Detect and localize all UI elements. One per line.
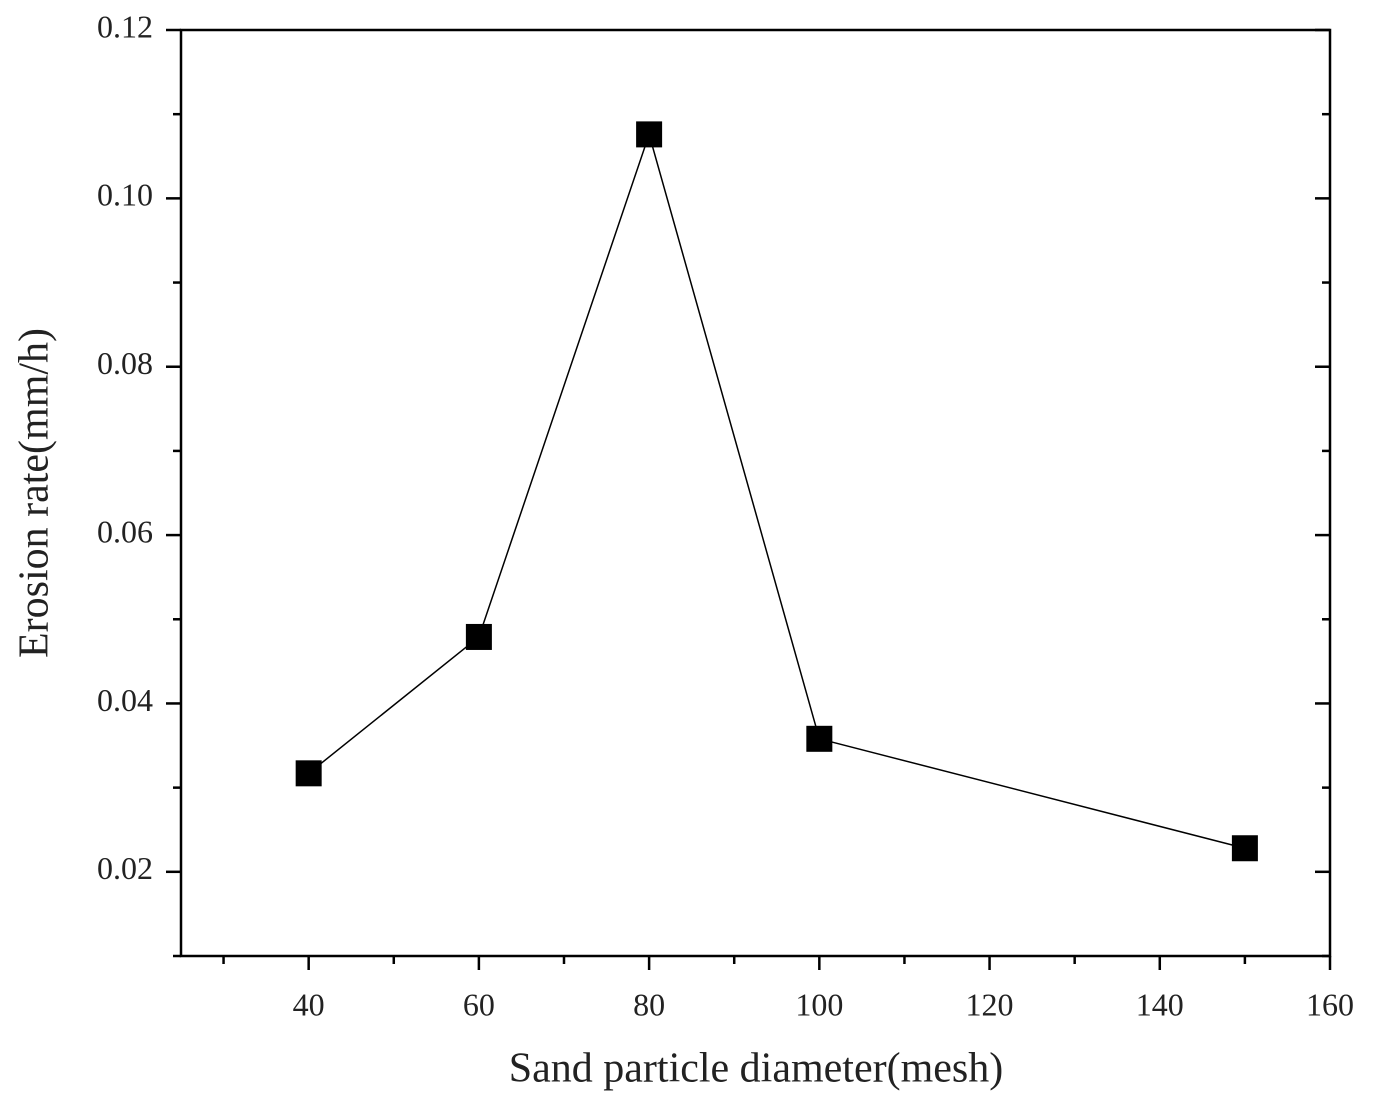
plot-frame [179, 28, 1332, 958]
y-tick-label: 0.08 [97, 345, 153, 381]
data-point [806, 725, 833, 752]
y-tick-label: 0.12 [97, 8, 153, 44]
x-tick-label: 140 [1136, 986, 1184, 1022]
x-tick-label: 80 [633, 986, 665, 1022]
y-tick-label: 0.02 [97, 850, 153, 886]
data-point [1231, 835, 1258, 862]
y-axis-label: Erosion rate(mm/h) [12, 328, 58, 658]
x-axis-label: Sand particle diameter(mesh) [509, 1046, 1003, 1092]
y-tick-label: 0.06 [97, 513, 153, 549]
data-point [465, 623, 492, 650]
x-tick-label: 40 [293, 986, 325, 1022]
y-tick-label: 0.04 [97, 682, 153, 718]
data-point [636, 121, 663, 148]
x-tick-label: 120 [966, 986, 1014, 1022]
series-line [308, 131, 1246, 849]
y-tick-label: 0.10 [97, 177, 153, 213]
data-point [295, 760, 322, 787]
x-tick-label: 100 [795, 986, 843, 1022]
x-tick-label: 160 [1306, 986, 1354, 1022]
x-tick-label: 60 [463, 986, 495, 1022]
